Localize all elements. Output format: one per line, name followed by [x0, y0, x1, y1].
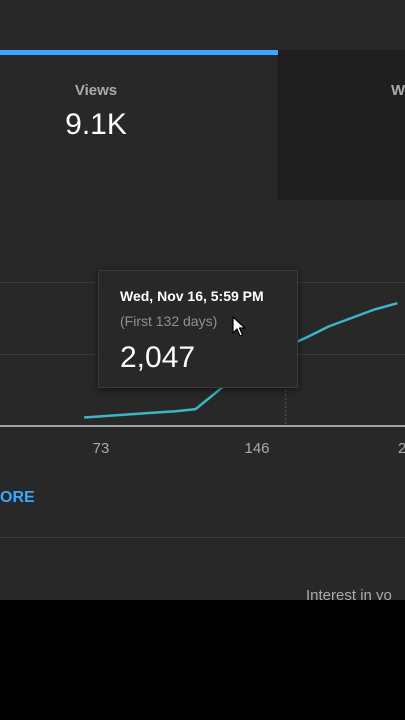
x-tick-label: 146	[244, 440, 270, 457]
analytics-screen: Views 9.1K W 73 146 2 Wed, Nov 16, 5:59 PM…	[0, 0, 405, 600]
interest-heading: Interest in yo	[306, 587, 392, 600]
watch-time-label: W	[391, 82, 405, 99]
views-value: 9.1K	[65, 108, 127, 141]
tab-views[interactable]: Views 9.1K	[0, 50, 278, 200]
tooltip-value: 2,047	[120, 341, 196, 374]
mouse-cursor-icon	[232, 316, 246, 337]
views-label: Views	[74, 82, 118, 99]
tabs-divider	[278, 50, 279, 200]
tooltip-date: Wed, Nov 16, 5:59 PM	[120, 288, 264, 304]
tooltip-period: (First 132 days)	[120, 313, 218, 329]
metric-tabs: Views 9.1K W	[0, 50, 405, 200]
x-tick-label: 73	[92, 440, 110, 457]
tab-watch-time[interactable]: W	[279, 50, 405, 200]
x-tick-label: 2	[398, 440, 405, 457]
letterbox-bar	[0, 600, 405, 720]
section-divider	[0, 537, 405, 538]
chart-tooltip: Wed, Nov 16, 5:59 PM (First 132 days) 2,…	[98, 270, 298, 388]
tab-active-indicator	[0, 50, 278, 55]
see-more-link[interactable]: ORE	[0, 489, 35, 506]
